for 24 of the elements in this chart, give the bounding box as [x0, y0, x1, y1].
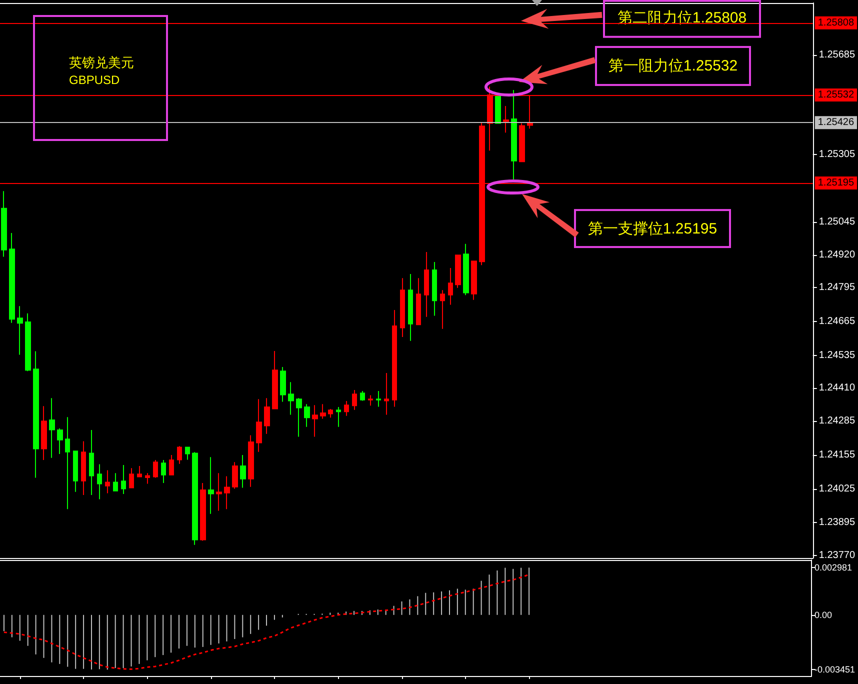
- y-tick-label: -0.003451: [814, 664, 856, 675]
- y-tick-label: 0.002981: [814, 562, 852, 573]
- annotation: 第一阻力位1.25532: [608, 57, 738, 74]
- y-tick-label: 0.00: [814, 610, 832, 620]
- y-tick-label: 1.24920: [818, 249, 856, 260]
- y-tick-label: 1.23770: [818, 550, 856, 561]
- y-tick-label: 1.23895: [818, 517, 856, 528]
- y-tick-label: 1.24795: [818, 282, 856, 294]
- text: 英镑兑美元: [69, 55, 134, 70]
- ref-line-label: 1.25426: [818, 117, 854, 128]
- y-tick-label: 1.24410: [818, 382, 856, 394]
- y-tick-label: 1.24665: [818, 316, 856, 328]
- annotation: 第一支撑位1.25195: [588, 220, 718, 238]
- y-tick-label: 1.24025: [818, 483, 856, 494]
- y-tick-label: 1.25685: [818, 50, 856, 60]
- text: GBPUSD: [69, 73, 120, 87]
- y-tick-label: 1.24285: [818, 415, 856, 426]
- y-tick-label: 1.24535: [818, 350, 856, 361]
- ref-line-label: 1.25532: [818, 89, 854, 100]
- ref-line-label: 1.25195: [818, 178, 854, 189]
- ref-line-label: 1.25808: [818, 17, 854, 28]
- y-tick-label: 1.25045: [818, 216, 856, 228]
- y-tick-label: 1.25305: [818, 148, 856, 160]
- y-tick-label: 1.24155: [818, 449, 856, 460]
